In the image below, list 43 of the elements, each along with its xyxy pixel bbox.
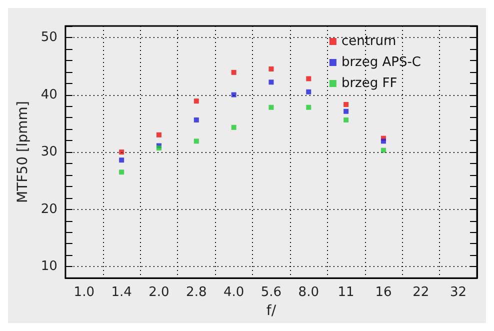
- point: [380, 138, 386, 144]
- point: [344, 108, 349, 114]
- point: [231, 70, 236, 75]
- x-tick-label: 11: [338, 285, 354, 300]
- point: [344, 102, 349, 107]
- point: [119, 170, 124, 175]
- y-tick-label: 30: [40, 144, 58, 160]
- x-tick-label: 5.6: [260, 285, 282, 300]
- point: [380, 148, 386, 153]
- y-tick-label: 20: [40, 202, 58, 217]
- x-tick-label: 4.0: [223, 285, 244, 300]
- legend-label: centrum: [341, 34, 396, 49]
- legend-label: brzeg APS-C: [341, 55, 422, 70]
- point: [194, 117, 199, 122]
- y-tick-label: 10: [40, 259, 58, 274]
- x-tick-label: 2.8: [186, 285, 207, 300]
- point: [194, 138, 199, 144]
- point: [306, 104, 312, 110]
- point: [119, 150, 124, 155]
- point: [194, 98, 199, 104]
- point: [268, 66, 274, 72]
- point: [156, 146, 162, 151]
- x-axis-title: f/: [266, 303, 276, 319]
- x-tick-label: 1.4: [111, 285, 132, 300]
- x-tick-label: 32: [450, 285, 467, 300]
- point: [119, 158, 124, 163]
- x-tick-label: 2.0: [148, 285, 170, 300]
- point: [268, 104, 274, 110]
- point: [306, 76, 312, 82]
- point: [231, 124, 236, 130]
- point: [344, 117, 349, 122]
- y-tick-label: 40: [40, 87, 58, 102]
- y-tick-label: 50: [40, 30, 58, 45]
- y-axis-title: MTF50 [lpmm]: [15, 101, 31, 204]
- x-tick-label: 16: [375, 285, 392, 300]
- point: [231, 92, 236, 98]
- x-tick-label: 8.0: [298, 285, 319, 300]
- point: [156, 132, 162, 138]
- x-tick-label: 22: [412, 285, 430, 300]
- legend-label: brzeg FF: [341, 76, 398, 91]
- x-tick-label: 1.0: [74, 285, 94, 300]
- point: [306, 89, 312, 94]
- point: [268, 80, 274, 85]
